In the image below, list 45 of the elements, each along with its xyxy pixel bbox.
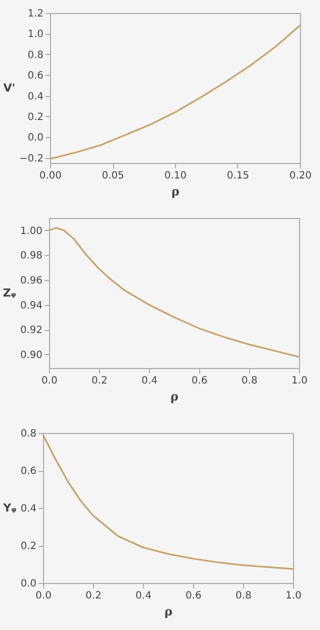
y-tick-label: 0.90: [20, 350, 42, 361]
y-tick-label: 0.8: [28, 50, 44, 61]
y-tick-label: 0.4: [20, 504, 36, 514]
y-tick-label: 0.92: [20, 325, 42, 336]
x-tick-label: 1.0: [292, 376, 308, 386]
y-tick-label: 0.0: [28, 132, 44, 144]
x-tick-label: 0.15: [226, 170, 250, 182]
line-series: [48, 227, 300, 358]
x-tick-label: 0.20: [289, 170, 312, 182]
x-axis-title: ρ: [164, 604, 173, 618]
y-tick-label: 1.2: [28, 8, 44, 20]
x-tick-label: 0.00: [39, 170, 62, 182]
x-tick-label: 0.10: [164, 170, 187, 182]
x-tick-label: 0.2: [92, 376, 108, 386]
x-axis-title: ρ: [172, 184, 180, 198]
x-tick-label: 0.8: [242, 376, 258, 386]
x-axis-title: ρ: [170, 390, 179, 404]
y-axis-title: Yᵩ: [2, 502, 18, 514]
y-tick-label: 1.0: [28, 29, 44, 40]
x-tick-label: 0.0: [42, 376, 58, 386]
y-tick-label: 0.6: [20, 466, 36, 477]
y-axis-title: V': [3, 82, 16, 94]
x-tick-label: 0.0: [36, 590, 52, 602]
x-tick-label: 0.05: [102, 170, 124, 182]
y-tick-label: −0.2: [19, 153, 44, 164]
y-tick-label: 0.2: [20, 541, 36, 552]
y-tick-label: 0.6: [28, 70, 44, 82]
y-tick-label: 0.98: [20, 250, 42, 262]
y-tick-label: 0.8: [20, 428, 36, 440]
x-tick-label: 0.8: [236, 590, 252, 602]
y-tick-label: 0.2: [28, 112, 44, 123]
y-tick-label: 0.96: [20, 275, 42, 286]
y-tick-label: 0.94: [20, 300, 42, 312]
x-tick-label: 1.0: [286, 590, 302, 602]
line-series: [49, 24, 301, 160]
y-axis-title: Zᵩ: [2, 286, 17, 300]
line-series: [42, 434, 294, 570]
x-tick-label: 0.4: [136, 590, 152, 602]
y-tick-label: 1.00: [20, 226, 42, 237]
x-tick-label: 0.4: [142, 376, 158, 386]
x-tick-label: 0.2: [86, 590, 102, 602]
x-tick-label: 0.6: [186, 590, 202, 602]
x-tick-label: 0.6: [192, 376, 208, 386]
y-tick-label: 0.0: [20, 578, 36, 590]
y-tick-label: 0.4: [28, 91, 44, 102]
